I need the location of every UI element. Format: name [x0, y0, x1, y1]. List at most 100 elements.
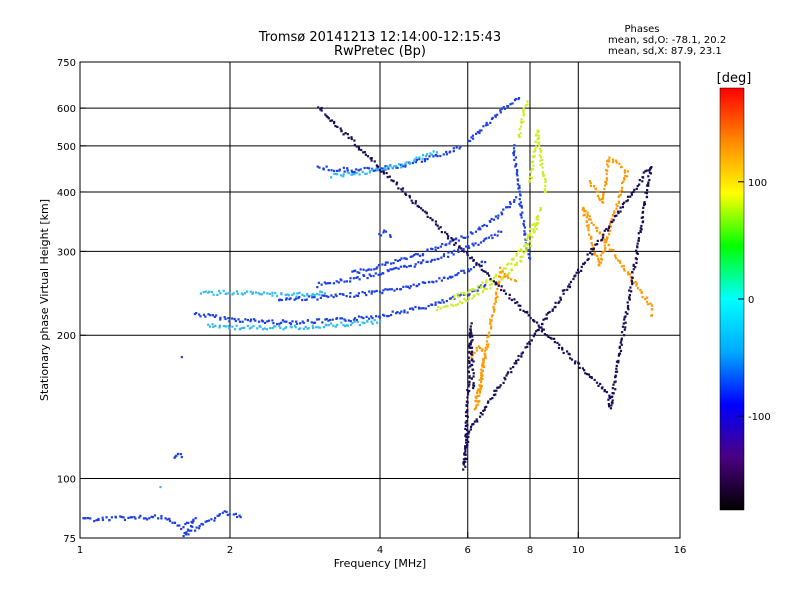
data-point: [510, 298, 513, 302]
data-point: [327, 295, 330, 298]
data-point: [542, 328, 545, 331]
data-point: [379, 273, 383, 276]
data-point: [465, 414, 468, 418]
data-point: [426, 248, 429, 251]
data-point: [352, 318, 356, 321]
data-point: [466, 415, 469, 418]
data-point: [614, 255, 617, 258]
data-point: [608, 160, 611, 163]
data-point: [499, 271, 503, 274]
data-point: [339, 317, 342, 320]
data-point: [433, 258, 436, 261]
data-point: [494, 115, 497, 118]
data-point: [417, 261, 420, 264]
data-point: [439, 301, 442, 304]
data-point: [408, 196, 412, 199]
data-point: [418, 158, 421, 161]
data-point: [246, 318, 250, 322]
data-point: [594, 187, 597, 191]
data-point: [439, 245, 442, 248]
data-point: [515, 359, 518, 363]
data-point: [640, 291, 643, 295]
data-point: [285, 326, 288, 329]
x-tick-label: 10: [572, 545, 585, 556]
data-point: [189, 524, 193, 528]
data-point: [541, 322, 544, 326]
data-point: [606, 163, 609, 166]
data-point: [545, 334, 548, 337]
data-point: [413, 160, 416, 163]
data-point: [535, 330, 538, 333]
data-point: [586, 211, 589, 214]
data-point: [489, 322, 492, 326]
data-point: [397, 163, 401, 166]
data-point: [464, 450, 467, 453]
data-point: [614, 159, 618, 162]
data-point: [630, 290, 633, 293]
data-point: [428, 155, 431, 158]
data-point: [551, 309, 554, 312]
data-point: [444, 305, 448, 308]
data-point: [366, 320, 369, 323]
data-point: [225, 292, 228, 295]
data-point: [620, 343, 623, 346]
data-point: [490, 325, 493, 328]
data-point: [603, 241, 606, 244]
data-point: [526, 234, 529, 237]
data-point: [519, 194, 522, 197]
data-point: [473, 351, 476, 355]
data-point: [464, 299, 467, 302]
data-point: [468, 344, 471, 347]
data-point: [636, 287, 640, 290]
data-point: [468, 351, 471, 354]
data-point: [636, 242, 639, 245]
data-point: [492, 277, 496, 280]
data-point: [355, 294, 358, 297]
data-point: [366, 277, 369, 280]
data-point: [623, 177, 626, 180]
data-point: [479, 381, 483, 384]
data-point: [349, 291, 352, 295]
data-point: [401, 163, 404, 166]
data-point: [622, 201, 626, 204]
data-point: [280, 321, 283, 324]
data-point: [497, 386, 500, 389]
data-point: [522, 112, 526, 116]
data-point: [621, 203, 625, 206]
data-point: [513, 263, 517, 267]
data-point: [578, 366, 581, 369]
data-point: [494, 281, 497, 284]
data-point: [298, 295, 301, 299]
data-point: [218, 326, 221, 329]
data-point: [476, 289, 479, 292]
data-point: [257, 292, 260, 295]
data-point: [573, 275, 576, 278]
data-point: [520, 216, 523, 219]
data-point: [250, 318, 253, 321]
data-point: [326, 115, 329, 119]
data-point: [386, 261, 389, 264]
data-point: [494, 300, 498, 303]
data-point: [527, 314, 530, 317]
data-point: [397, 267, 400, 270]
data-point: [603, 390, 606, 393]
data-point: [464, 453, 467, 456]
data-point: [468, 361, 471, 365]
data-point: [301, 293, 304, 296]
data-point: [464, 448, 467, 451]
data-point: [440, 256, 443, 259]
data-point: [228, 320, 231, 323]
data-point: [339, 127, 342, 130]
data-point: [386, 175, 389, 179]
data-point: [526, 236, 530, 239]
data-point: [644, 297, 647, 301]
data-point: [601, 386, 604, 389]
data-point: [373, 268, 376, 271]
data-point: [554, 301, 557, 304]
data-point: [524, 238, 527, 241]
data-point: [585, 216, 588, 219]
data-point: [280, 298, 283, 302]
data-point: [295, 320, 298, 323]
data-point: [649, 302, 652, 305]
